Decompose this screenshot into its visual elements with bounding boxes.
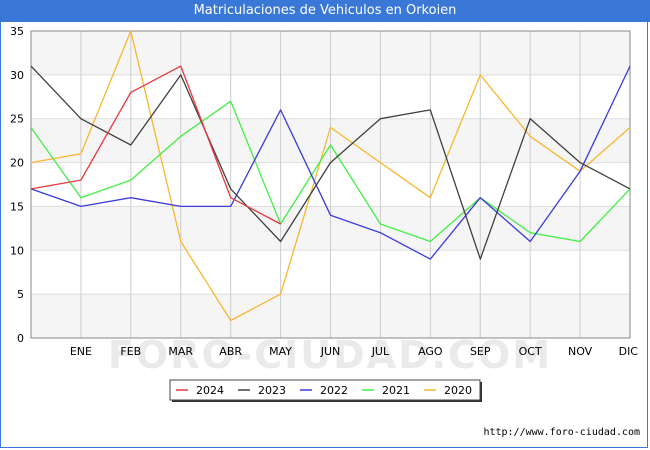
- legend-label-2024: 2024: [196, 384, 224, 397]
- series-line-2021: [30, 100, 631, 243]
- y-tick-label: 20: [10, 157, 24, 170]
- series-line-2023: [30, 65, 631, 260]
- watermark: FORO-CIUDAD.COM: [108, 333, 552, 377]
- y-tick-label: 30: [10, 69, 24, 82]
- plot-border: [30, 30, 631, 339]
- x-tick-label: SEP: [470, 345, 491, 358]
- y-tick-label: 15: [10, 200, 24, 213]
- x-tick-label: DIC: [619, 345, 639, 358]
- x-tick-label: AGO: [418, 345, 443, 358]
- x-tick-label: MAY: [269, 345, 292, 358]
- series-line-2020: [30, 30, 631, 322]
- legend-box: [169, 379, 481, 401]
- footer-url: http://www.foro-ciudad.com: [483, 427, 640, 438]
- x-tick-label: JUL: [371, 345, 390, 358]
- y-tick-label: 5: [17, 288, 24, 301]
- x-tick-label: ABR: [219, 345, 242, 358]
- x-tick-label: OCT: [519, 345, 542, 358]
- series-line-2022: [30, 65, 631, 260]
- x-tick-label: MAR: [168, 345, 193, 358]
- y-tick-label: 0: [17, 332, 24, 345]
- legend-label-2021: 2021: [382, 384, 410, 397]
- x-tick-label: NOV: [568, 345, 593, 358]
- legend-label-2020: 2020: [444, 384, 472, 397]
- x-tick-label: ENE: [70, 345, 92, 358]
- legend-label-2023: 2023: [258, 384, 286, 397]
- x-tick-label: JUN: [320, 345, 341, 358]
- x-tick-label: FEB: [120, 345, 141, 358]
- chart-title: Matriculaciones de Vehiculos en Orkoien: [0, 0, 650, 22]
- series-line-2024: [30, 65, 281, 225]
- y-tick-label: 35: [10, 25, 24, 38]
- y-tick-label: 10: [10, 244, 24, 257]
- legend-label-2022: 2022: [320, 384, 348, 397]
- y-tick-label: 25: [10, 113, 24, 126]
